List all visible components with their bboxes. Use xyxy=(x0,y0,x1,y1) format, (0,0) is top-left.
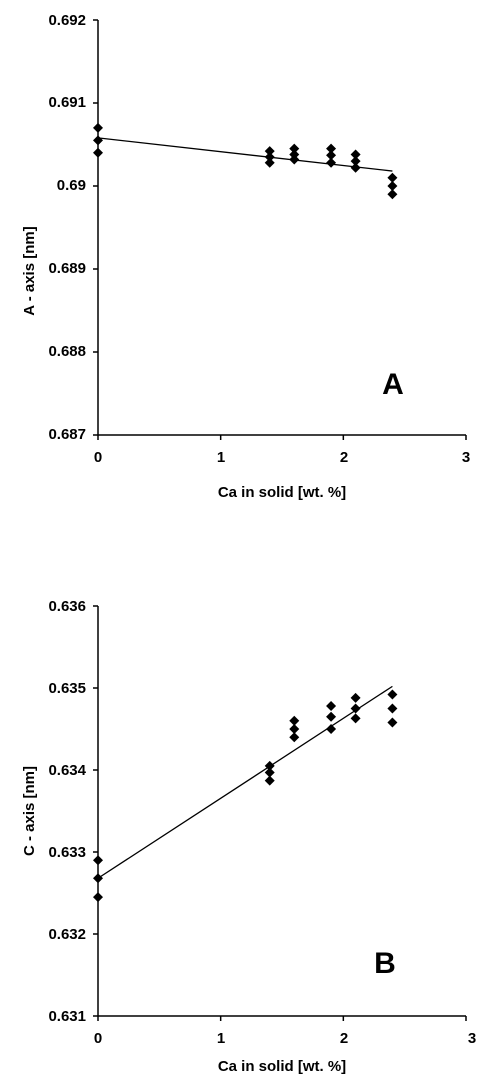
x-axis-title-b: Ca in solid [wt. %] xyxy=(218,1058,346,1075)
y-tick-label: 0.632 xyxy=(48,926,86,943)
y-tick-label: 0.635 xyxy=(48,680,86,697)
data-point xyxy=(387,189,398,200)
x-tick-labels-a: 0 1 2 3 xyxy=(94,449,470,466)
data-point xyxy=(350,149,361,160)
data-point xyxy=(289,143,300,154)
panel-label-b: B xyxy=(374,947,396,980)
y-axis-title-a: A - axis [nm] xyxy=(21,226,38,315)
trendline xyxy=(97,137,393,172)
data-point xyxy=(350,713,361,724)
data-point xyxy=(264,775,275,786)
data-point xyxy=(350,162,361,173)
x-tick-label: 3 xyxy=(462,449,470,466)
x-tick-label: 1 xyxy=(217,1030,225,1047)
data-point xyxy=(326,157,337,168)
data-point xyxy=(289,715,300,726)
data-point xyxy=(264,767,275,778)
data-point xyxy=(326,711,337,722)
y-axis-title-b: C - axis [nm] xyxy=(21,766,38,856)
plot-area-a xyxy=(93,19,467,440)
chart-panel-b: 0.636 0.635 0.634 0.633 0.632 0.631 0 1 … xyxy=(21,598,476,1075)
y-tick-label: 0.634 xyxy=(48,762,86,779)
y-tick-label: 0.633 xyxy=(48,844,86,861)
y-tick-label: 0.636 xyxy=(48,598,86,615)
data-point xyxy=(387,717,398,728)
data-point xyxy=(93,122,103,133)
data-point xyxy=(264,157,275,168)
y-tick-label: 0.631 xyxy=(48,1008,86,1025)
y-tick-labels-b: 0.636 0.635 0.634 0.633 0.632 0.631 xyxy=(48,598,86,1025)
data-point xyxy=(350,156,361,167)
data-point xyxy=(326,150,337,161)
data-point xyxy=(350,703,361,714)
y-tick-labels-a: 0.692 0.691 0.69 0.689 0.688 0.687 xyxy=(48,12,86,443)
panel-label-a: A xyxy=(382,368,404,401)
x-tick-label: 0 xyxy=(94,449,102,466)
data-point xyxy=(387,689,398,700)
data-point xyxy=(264,151,275,162)
data-point xyxy=(264,760,275,771)
data-point xyxy=(326,724,337,734)
x-tick-label: 2 xyxy=(340,1030,348,1047)
data-point xyxy=(93,892,103,903)
data-point xyxy=(326,143,337,154)
y-tick-label: 0.691 xyxy=(48,94,86,111)
y-tick-label: 0.69 xyxy=(57,177,86,194)
data-point xyxy=(93,873,103,884)
data-point xyxy=(350,692,361,703)
x-tick-label: 3 xyxy=(468,1030,476,1047)
data-point xyxy=(289,154,300,165)
chart-panel-a: 0.692 0.691 0.69 0.689 0.688 0.687 0 1 2… xyxy=(21,12,470,501)
plot-area-b xyxy=(93,605,467,1021)
data-point xyxy=(93,147,103,158)
x-tick-label: 2 xyxy=(340,449,348,466)
data-point xyxy=(387,172,398,183)
x-tick-label: 0 xyxy=(94,1030,102,1047)
data-point xyxy=(387,703,398,714)
data-point xyxy=(93,855,103,866)
data-point xyxy=(326,701,337,712)
x-tick-labels-b: 0 1 2 3 xyxy=(94,1030,476,1047)
x-axis-title-a: Ca in solid [wt. %] xyxy=(218,484,346,501)
data-point xyxy=(387,181,398,191)
y-tick-label: 0.688 xyxy=(48,343,86,360)
data-point xyxy=(289,732,300,743)
y-tick-label: 0.692 xyxy=(48,12,86,29)
y-tick-label: 0.687 xyxy=(48,426,86,443)
data-point xyxy=(289,724,300,734)
y-tick-label: 0.689 xyxy=(48,260,86,277)
data-point xyxy=(93,135,103,146)
trendline xyxy=(97,685,393,879)
data-point xyxy=(264,146,275,157)
x-tick-label: 1 xyxy=(217,449,225,466)
